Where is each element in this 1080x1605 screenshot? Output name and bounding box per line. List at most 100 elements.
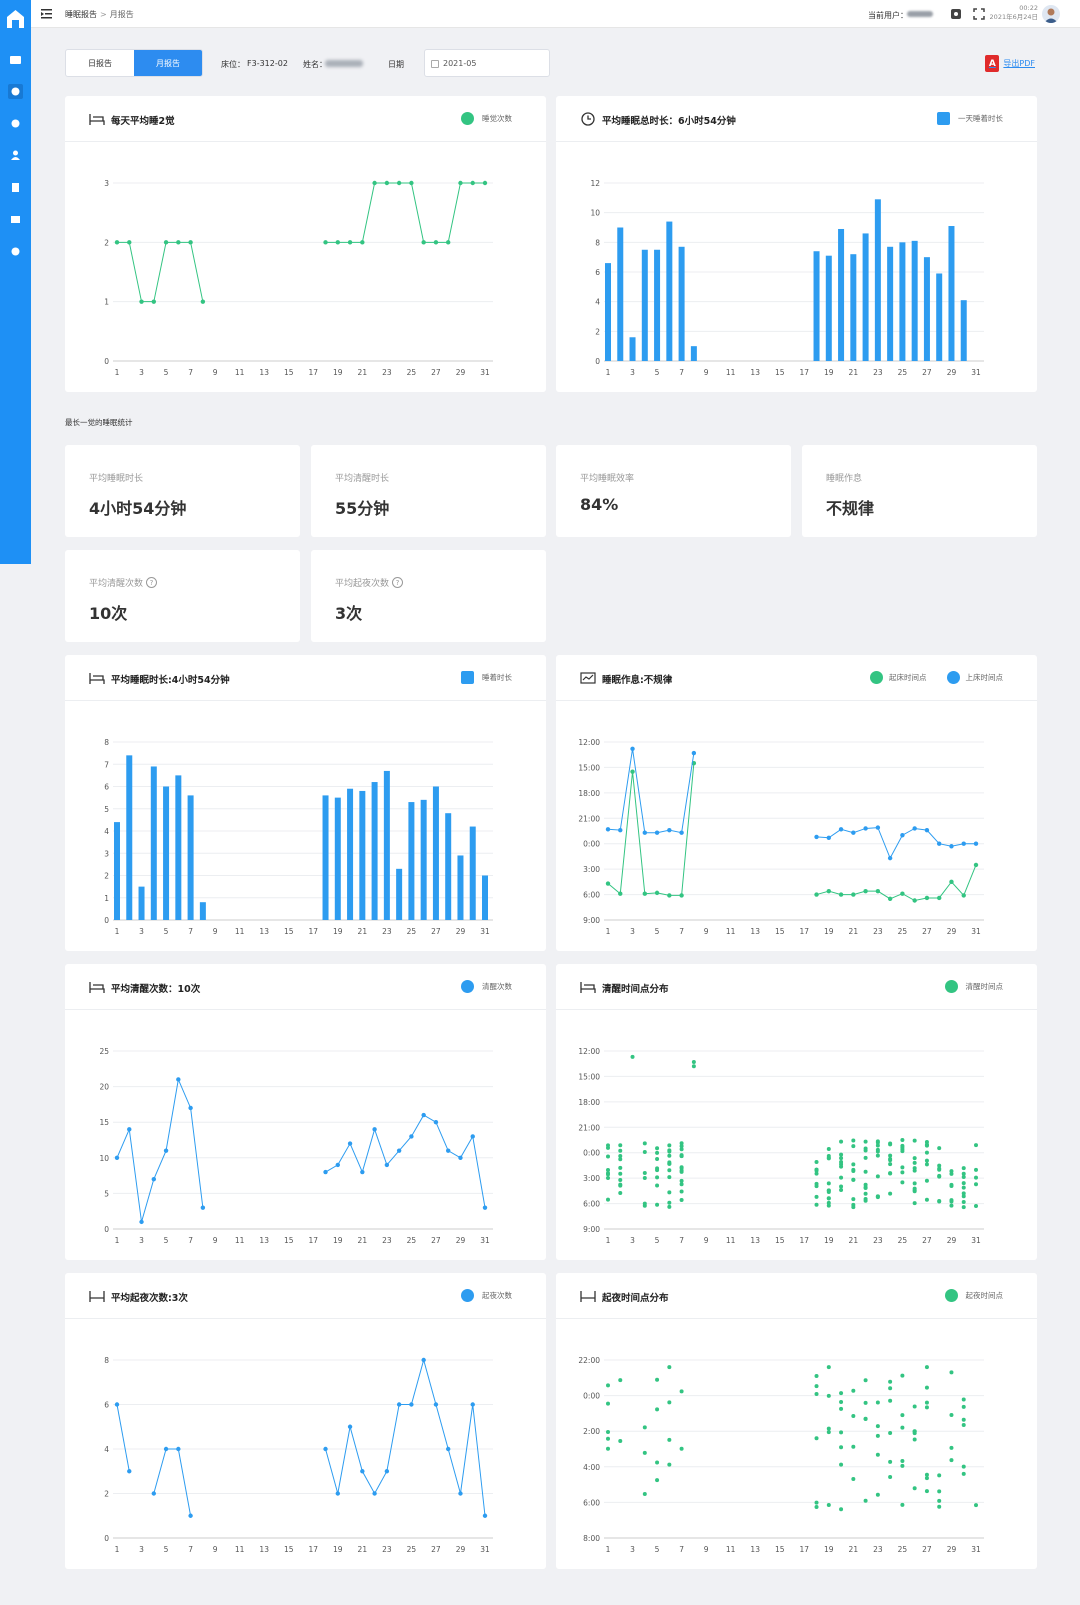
user-icon[interactable] (8, 148, 23, 163)
legend[interactable]: 睡觉次数 (461, 112, 512, 125)
scatter-point (851, 1138, 856, 1143)
legend[interactable]: 起夜时间点 (944, 1289, 1003, 1302)
scatter-point (924, 1365, 929, 1370)
scatter-point (875, 1433, 880, 1438)
y-tick-label: 6 (595, 268, 600, 277)
series-point (863, 826, 868, 831)
settings-icon[interactable] (8, 244, 23, 259)
scatter-point (888, 1379, 893, 1384)
bar (334, 797, 341, 920)
legend-swatch (937, 112, 950, 125)
sidebar (0, 0, 31, 564)
fullscreen-icon[interactable] (973, 8, 985, 20)
series-point (937, 841, 942, 846)
series-point (470, 1402, 475, 1407)
y-tick-label: 6 (104, 1401, 109, 1410)
series-point (838, 892, 844, 897)
scatter-point (851, 1413, 856, 1418)
legend[interactable]: 起夜次数 (461, 1289, 512, 1302)
export-pdf-button[interactable]: A 导出PDF (985, 55, 1035, 72)
x-tick-label: 27 (431, 1545, 441, 1554)
bar (629, 337, 636, 361)
series-point (446, 1446, 451, 1452)
bar (899, 242, 906, 361)
scatter-point (655, 1166, 660, 1171)
scatter-point (826, 1426, 831, 1431)
series-point (605, 881, 611, 886)
scatter-point (839, 1430, 844, 1435)
stat-value: 10次 (89, 604, 128, 623)
scatter-point (826, 1430, 831, 1435)
breadcrumb-parent[interactable]: 睡眠报告 (65, 10, 97, 19)
info-icon[interactable] (8, 116, 23, 131)
x-tick-label: 5 (655, 368, 660, 377)
monitor-icon[interactable] (8, 53, 23, 68)
x-tick-label: 9 (704, 368, 709, 377)
series-point (433, 1120, 439, 1125)
scatter-point (851, 1476, 856, 1481)
clock-date: 2021年6月24日 (989, 13, 1038, 21)
trend-icon (580, 672, 596, 684)
legend[interactable]: 清醒次数 (461, 980, 512, 993)
x-tick-label: 21 (849, 1236, 859, 1245)
scatter-point (888, 1171, 893, 1176)
series-point (323, 1169, 328, 1175)
scatter-point (606, 1143, 610, 1148)
avatar[interactable] (1042, 5, 1060, 23)
series-point (360, 1169, 365, 1175)
series-point (409, 180, 414, 186)
date-picker-input[interactable]: 2021-05 (424, 49, 550, 77)
y-tick-label: 2:00 (583, 1427, 600, 1436)
scatter-point (667, 1190, 672, 1195)
menu-toggle-icon[interactable] (41, 9, 52, 19)
series-point (188, 240, 193, 245)
scatter-point (912, 1168, 917, 1173)
series-point (642, 891, 647, 896)
legend[interactable]: 清醒时间点 (944, 980, 1003, 993)
home-logo-icon[interactable] (6, 8, 25, 30)
y-tick-label: 2 (104, 872, 109, 881)
table-icon[interactable] (8, 212, 23, 227)
y-tick-label: 21:00 (578, 1123, 600, 1132)
y-tick-label: 4 (595, 298, 600, 307)
legend[interactable]: 一天睡着时长 (937, 112, 1003, 125)
scatter-point (679, 1153, 684, 1158)
scatter-point (618, 1190, 623, 1195)
help-icon[interactable]: ? (146, 577, 158, 588)
report-icon[interactable] (8, 84, 23, 99)
scatter-point (875, 1195, 880, 1200)
bed-icon (89, 673, 105, 684)
x-tick-label: 5 (655, 927, 660, 936)
series-point (679, 830, 684, 835)
scatter-point (961, 1174, 966, 1179)
x-tick-label: 23 (382, 1236, 392, 1245)
bar (383, 770, 390, 920)
scatter-point (851, 1197, 856, 1202)
document-icon[interactable] (8, 180, 23, 195)
help-icon[interactable]: ? (392, 577, 404, 588)
stat-label-text: 平均睡眠效率 (580, 474, 635, 484)
y-tick-label: 1 (104, 894, 109, 903)
x-tick-label: 9 (213, 1236, 218, 1245)
scatter-point (606, 1168, 610, 1173)
y-tick-label: 6:00 (583, 891, 600, 900)
series-point (433, 1402, 439, 1407)
screenshot-icon[interactable] (950, 8, 962, 20)
legend[interactable]: 睡着时长 (461, 671, 512, 684)
series-point (814, 892, 819, 897)
tab-daily-report[interactable]: 日报告 (88, 58, 112, 68)
scatter-point (961, 1200, 966, 1205)
y-tick-label: 5 (104, 805, 109, 814)
x-tick-label: 7 (188, 1236, 193, 1245)
scatter-point (900, 1138, 905, 1143)
series-point (470, 180, 475, 186)
series-point (127, 1127, 132, 1132)
y-tick-label: 10 (590, 209, 600, 218)
x-tick-label: 1 (606, 1545, 611, 1554)
x-tick-label: 1 (115, 368, 120, 377)
stat-label-text: 平均清醒时长 (335, 474, 390, 484)
x-tick-label: 27 (431, 927, 441, 936)
legend[interactable]: 起床时间点 上床时间点 (870, 671, 1003, 684)
y-tick-label: 8:00 (583, 1534, 600, 1543)
tab-monthly-report[interactable]: 月报告 (134, 50, 202, 76)
